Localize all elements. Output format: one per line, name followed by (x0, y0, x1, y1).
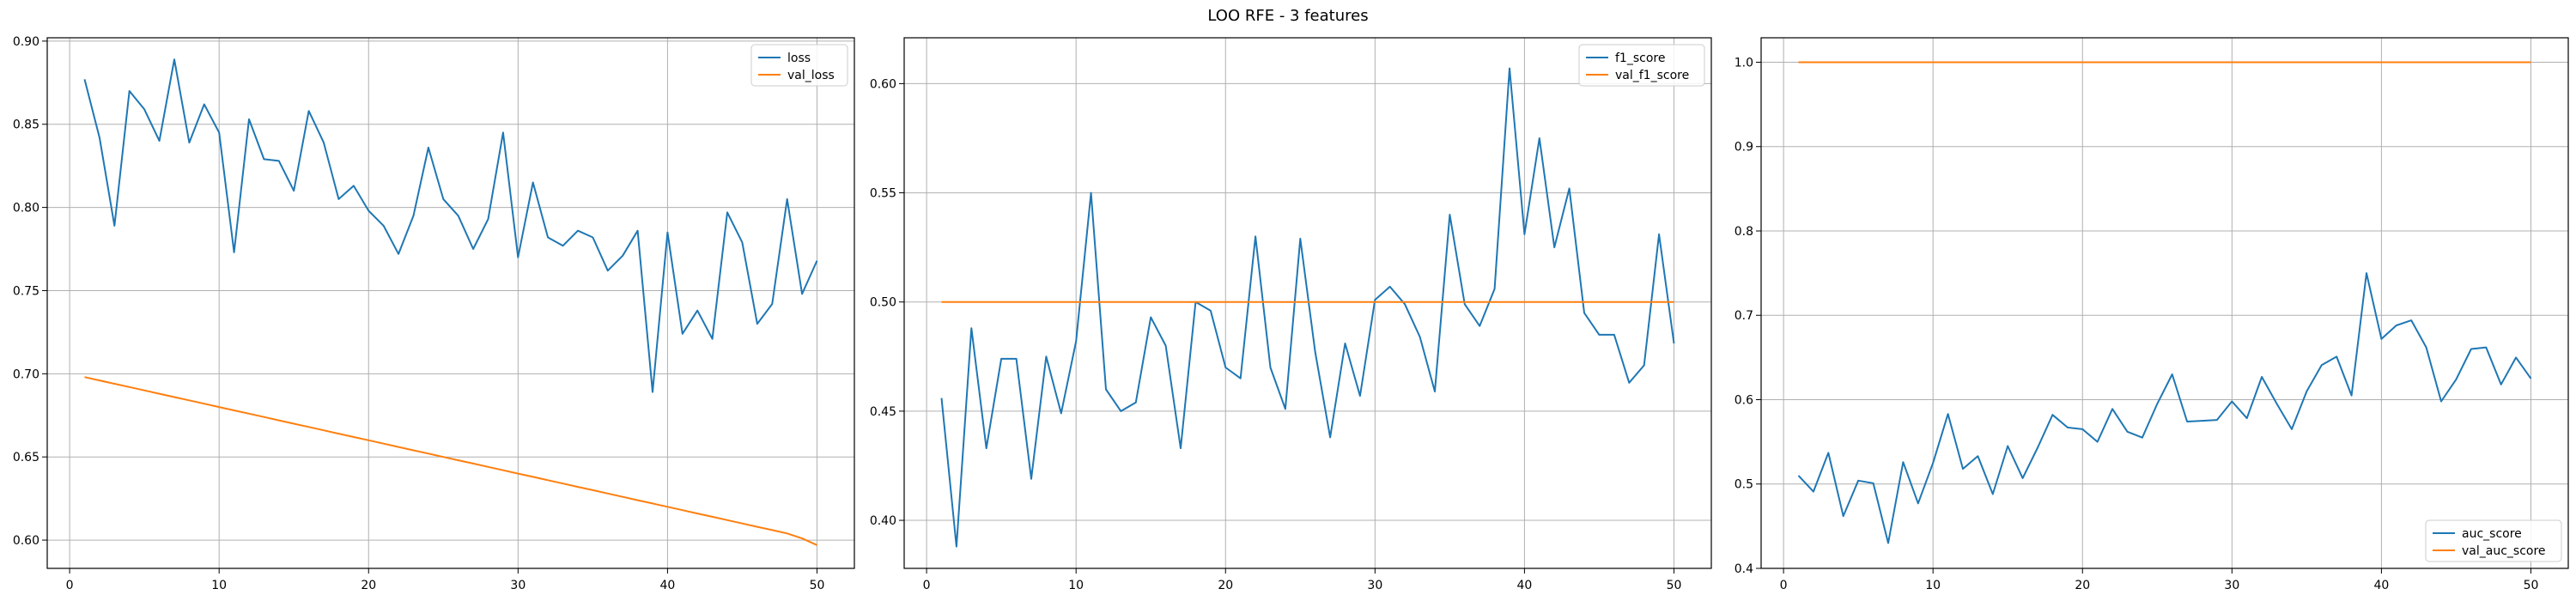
y-tick-label: 0.55 (870, 187, 896, 201)
legend-label: val_f1_score (1615, 69, 1689, 82)
x-tick-label: 20 (2075, 579, 2090, 592)
legend-label: loss (787, 52, 811, 65)
y-tick-label: 0.75 (13, 284, 39, 298)
y-tick-label: 0.85 (13, 118, 39, 132)
legend: loss val_loss (750, 44, 848, 87)
y-tick-label: 0.7 (1735, 309, 1753, 323)
x-tick-label: 30 (2224, 579, 2239, 592)
legend-label: val_loss (787, 69, 835, 82)
y-tick-label: 0.6 (1735, 393, 1753, 407)
chart-panel-1: 0 10 20 30 40 50 0.60 0.65 0.70 0.75 0.80 0.85 0.90 l… (13, 35, 855, 592)
x-tick-label: 30 (1367, 579, 1382, 592)
y-tick-label: 0.50 (870, 296, 896, 310)
chart-panel-2: 0 10 20 30 40 50 0.40 0.45 0.50 0.55 0.60 f1_scorev… (870, 37, 1712, 592)
x-tick-label: 40 (1516, 579, 1532, 592)
series-line-auc-score (1797, 272, 2532, 544)
legend: auc_score val_auc_score (2425, 519, 2562, 562)
y-tick-label: 0.65 (13, 451, 39, 464)
legend-label: val_auc_score (2462, 544, 2546, 558)
x-tick-label: 0 (1780, 579, 1788, 592)
y-tick-label: 0.5 (1735, 478, 1753, 492)
y-tick-label: 0.60 (13, 534, 39, 548)
x-tick-label: 50 (1667, 579, 1682, 592)
series-line-f1-score (940, 67, 1675, 548)
y-tick-label: 0.90 (13, 35, 39, 49)
x-tick-label: 40 (2373, 579, 2389, 592)
series-line-val-loss (84, 376, 817, 546)
axes-frame (46, 37, 855, 569)
y-tick-label: 0.70 (13, 367, 39, 381)
x-tick-label: 10 (1068, 579, 1084, 592)
y-tick-label: 0.4 (1735, 562, 1753, 576)
y-tick-label: 0.8 (1735, 225, 1753, 239)
series-line-loss (83, 58, 818, 393)
y-tick-label: 0.40 (870, 514, 896, 528)
x-tick-label: 50 (810, 579, 825, 592)
legend-label: auc_score (2462, 527, 2522, 541)
x-tick-label: 0 (923, 579, 931, 592)
y-tick-label: 0.45 (870, 405, 896, 419)
legend-box (1578, 44, 1705, 87)
x-tick-label: 20 (1218, 579, 1233, 592)
x-tick-label: 10 (1925, 579, 1941, 592)
y-tick-label: 0.9 (1735, 141, 1753, 155)
y-tick-label: 0.80 (13, 202, 39, 216)
x-tick-label: 10 (211, 579, 227, 592)
figure-title: LOO RFE - 3 features (1207, 7, 1369, 25)
x-tick-label: 20 (361, 579, 376, 592)
x-tick-label: 30 (510, 579, 526, 592)
legend: f1_score val_f1_score (1578, 44, 1705, 87)
x-tick-label: 40 (659, 579, 675, 592)
axes-frame (903, 37, 1712, 569)
legend-label: f1_score (1615, 52, 1665, 65)
legend-box (2425, 519, 2562, 562)
axes-frame (1760, 37, 2569, 569)
y-tick-label: 0.60 (870, 77, 896, 91)
x-tick-label: 0 (66, 579, 74, 592)
x-tick-label: 50 (2524, 579, 2539, 592)
chart-panel-3: 0 10 20 30 40 50 0.4 0.5 0.6 0.7 0.8 0.9 1.0 auc_scor… (1735, 37, 2569, 592)
y-tick-label: 1.0 (1735, 56, 1753, 70)
